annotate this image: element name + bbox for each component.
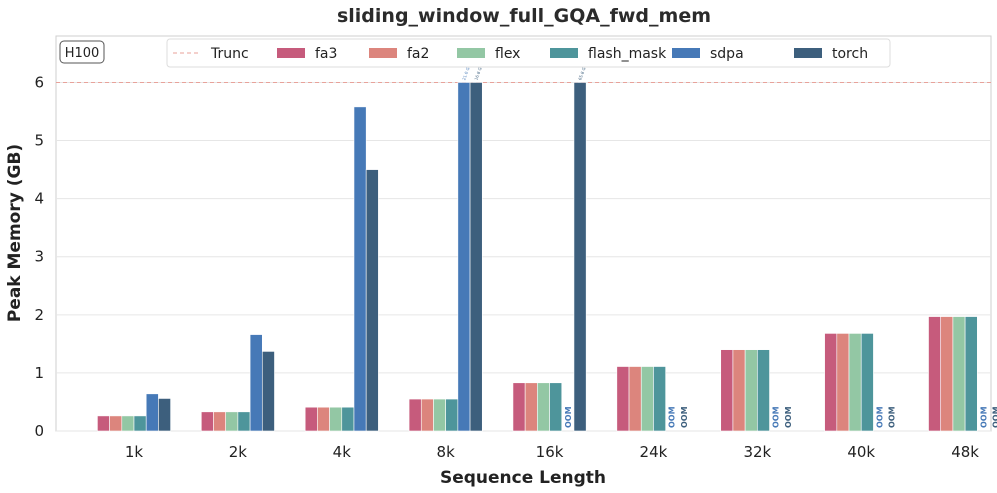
x-tick-label: 32k xyxy=(743,443,771,461)
legend-label: torch xyxy=(832,46,868,62)
bar-flex xyxy=(537,382,550,432)
bar-fa3 xyxy=(616,366,630,432)
truncated-value-label: 16.8 GB xyxy=(473,64,483,81)
oom-label: OOM xyxy=(888,406,897,428)
bar-flex xyxy=(952,316,966,432)
oom-label: OOM xyxy=(564,406,573,428)
legend-swatch-flash_mask xyxy=(550,48,578,58)
bar-fa3 xyxy=(97,415,110,432)
x-tick-label: 40k xyxy=(847,443,875,461)
legend-label: flex xyxy=(495,46,520,62)
bar-flex xyxy=(848,333,862,432)
bar-torch xyxy=(261,351,275,432)
x-tick-label: 4k xyxy=(333,443,352,461)
legend: Trunc fa3 fa2 flex flash_mask sdpa torch xyxy=(166,38,891,68)
bar-fa3 xyxy=(720,349,734,432)
bar-flex xyxy=(640,366,654,432)
bar-flash_mask xyxy=(757,349,770,432)
legend-swatch-torch xyxy=(794,48,822,58)
bar-flash_mask xyxy=(549,382,563,432)
legend-label: Trunc xyxy=(210,46,249,62)
x-tick-label: 24k xyxy=(640,443,668,461)
bar-fa2 xyxy=(732,349,746,432)
bar-fa3 xyxy=(408,398,422,432)
bar-fa2 xyxy=(524,382,538,432)
truncated-value-label: 65.8 GB xyxy=(577,64,587,81)
bar-torch xyxy=(158,398,171,432)
oom-label: OOM xyxy=(680,406,689,428)
bar-fa2 xyxy=(317,406,330,432)
legend-box xyxy=(166,38,891,68)
y-tick-label: 4 xyxy=(34,190,44,208)
bar-fa2 xyxy=(940,316,954,432)
x-tick-label: 2k xyxy=(229,443,248,461)
legend-label: sdpa xyxy=(710,46,744,62)
oom-label: OOM xyxy=(876,406,885,428)
bar-flash_mask xyxy=(237,411,251,432)
bar-flex xyxy=(433,398,446,432)
bar-sdpa xyxy=(353,106,367,432)
bar-fa3 xyxy=(928,316,942,432)
bar-flex xyxy=(744,349,758,432)
x-tick-label: 1k xyxy=(125,443,144,461)
bar-sdpa xyxy=(249,334,263,432)
bar-fa3 xyxy=(824,333,838,432)
y-axis-label: Peak Memory (GB) xyxy=(5,144,25,322)
bar-flex xyxy=(225,411,239,432)
bar-flash_mask xyxy=(445,398,459,432)
bar-torch xyxy=(469,82,483,432)
bar-flash_mask xyxy=(653,366,666,432)
bar-flash_mask xyxy=(860,333,874,432)
x-axis-label: Sequence Length xyxy=(440,468,606,488)
bar-fa3 xyxy=(304,406,318,432)
bar-flash_mask xyxy=(133,415,147,432)
bar-fa2 xyxy=(836,333,850,432)
legend-swatch-flex xyxy=(457,48,485,58)
bar-fa2 xyxy=(628,366,642,432)
y-axis-ticks: 0 1 2 3 4 5 6 xyxy=(34,73,44,440)
device-badge-label: H100 xyxy=(65,46,100,61)
oom-label: OOM xyxy=(772,406,781,428)
bar-fa3 xyxy=(200,411,214,432)
bar-fa2 xyxy=(213,411,226,432)
bar-torch xyxy=(365,169,379,432)
bar-torch xyxy=(573,82,587,432)
chart-title: sliding_window_full_GQA_fwd_mem xyxy=(337,5,711,27)
legend-swatch-fa2 xyxy=(369,48,397,58)
y-tick-label: 3 xyxy=(34,248,44,266)
x-tick-label: 48k xyxy=(951,443,979,461)
y-tick-label: 0 xyxy=(34,422,44,440)
y-tick-label: 2 xyxy=(34,306,44,324)
y-tick-label: 6 xyxy=(34,73,44,91)
legend-label: flash_mask xyxy=(588,46,667,62)
bar-flex xyxy=(121,415,135,432)
x-tick-label: 8k xyxy=(437,443,456,461)
oom-label: OOM xyxy=(979,406,988,428)
x-tick-label: 16k xyxy=(536,443,564,461)
bar-fa3 xyxy=(512,382,526,432)
bar-flex xyxy=(329,406,343,432)
oom-label: OOM xyxy=(784,406,793,428)
device-badge: H100 xyxy=(59,40,105,64)
legend-swatch-sdpa xyxy=(672,48,700,58)
truncated-value-label: 21.0 GB xyxy=(461,64,471,81)
bar-fa2 xyxy=(109,415,123,432)
x-axis-ticks: 1k 2k 4k 8k 16k 24k 32k 40k 48k xyxy=(125,443,979,461)
bar-sdpa xyxy=(145,393,159,432)
y-tick-label: 1 xyxy=(34,364,44,382)
legend-swatch-fa3 xyxy=(277,48,305,58)
y-tick-label: 5 xyxy=(34,132,44,150)
legend-label: fa3 xyxy=(315,46,337,62)
oom-label: OOM xyxy=(668,406,677,428)
bar-fa2 xyxy=(420,398,434,432)
bar-sdpa xyxy=(457,82,471,432)
bar-flash_mask xyxy=(341,406,355,432)
legend-label: fa2 xyxy=(407,46,429,62)
oom-label: OOM xyxy=(992,406,997,428)
bar-flash_mask xyxy=(964,316,978,432)
